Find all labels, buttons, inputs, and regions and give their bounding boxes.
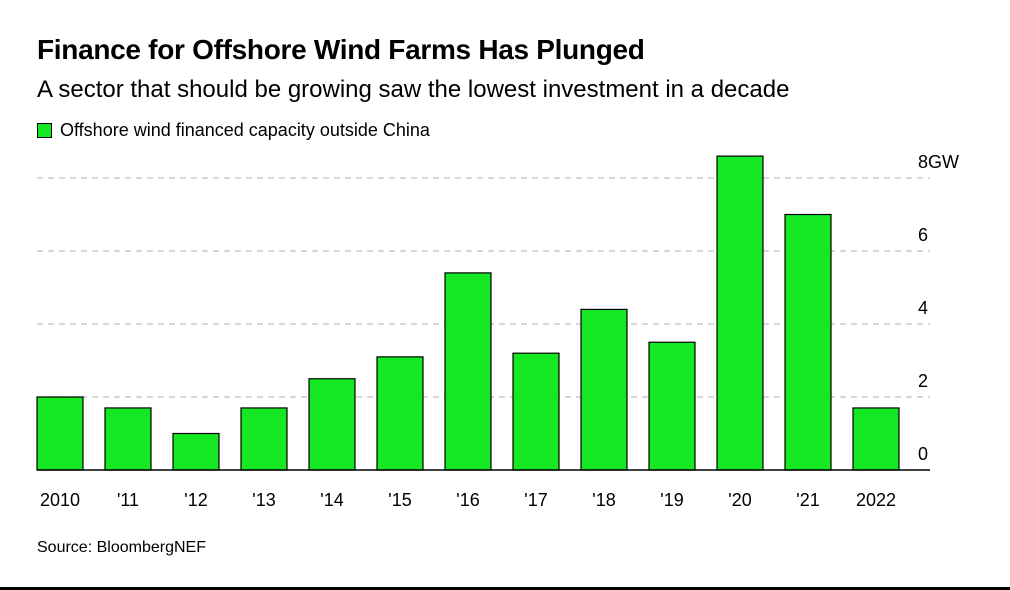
y-tick-label: 8GW	[918, 152, 959, 172]
x-tick-label: '13	[252, 490, 275, 510]
bar	[648, 341, 696, 471]
legend-swatch	[37, 123, 52, 138]
y-tick-label: 0	[918, 444, 928, 464]
x-tick-label: '14	[320, 490, 343, 510]
chart-title: Finance for Offshore Wind Farms Has Plun…	[37, 34, 645, 65]
x-tick-label: '19	[660, 490, 683, 510]
x-tick-label: '15	[388, 490, 411, 510]
y-tick-label: 2	[918, 371, 928, 391]
x-tick-label: 2022	[856, 490, 896, 510]
x-tick-label: '21	[796, 490, 819, 510]
legend-label: Offshore wind financed capacity outside …	[60, 120, 430, 140]
bar	[240, 407, 288, 471]
bar	[36, 396, 84, 471]
legend: Offshore wind financed capacity outside …	[37, 120, 430, 141]
x-tick-label: '16	[456, 490, 479, 510]
bar	[104, 407, 152, 471]
x-tick-label: '11	[117, 490, 139, 510]
x-tick-label: '17	[524, 490, 547, 510]
x-tick-label: '18	[592, 490, 615, 510]
chart-subtitle: A sector that should be growing saw the …	[37, 76, 790, 103]
bar	[852, 407, 900, 471]
x-tick-label: 2010	[40, 490, 80, 510]
bar	[716, 155, 764, 471]
bar	[308, 378, 356, 471]
bar	[172, 432, 220, 471]
x-tick-label: '20	[728, 490, 751, 510]
bar	[580, 308, 628, 471]
bar	[444, 272, 492, 471]
bar	[512, 352, 560, 471]
x-tick-label: '12	[184, 490, 207, 510]
bar	[376, 356, 424, 471]
y-tick-label: 4	[918, 298, 928, 318]
bottom-rule	[0, 587, 1010, 590]
bar	[784, 213, 832, 471]
y-tick-label: 6	[918, 225, 928, 245]
source-note: Source: BloombergNEF	[37, 539, 206, 556]
